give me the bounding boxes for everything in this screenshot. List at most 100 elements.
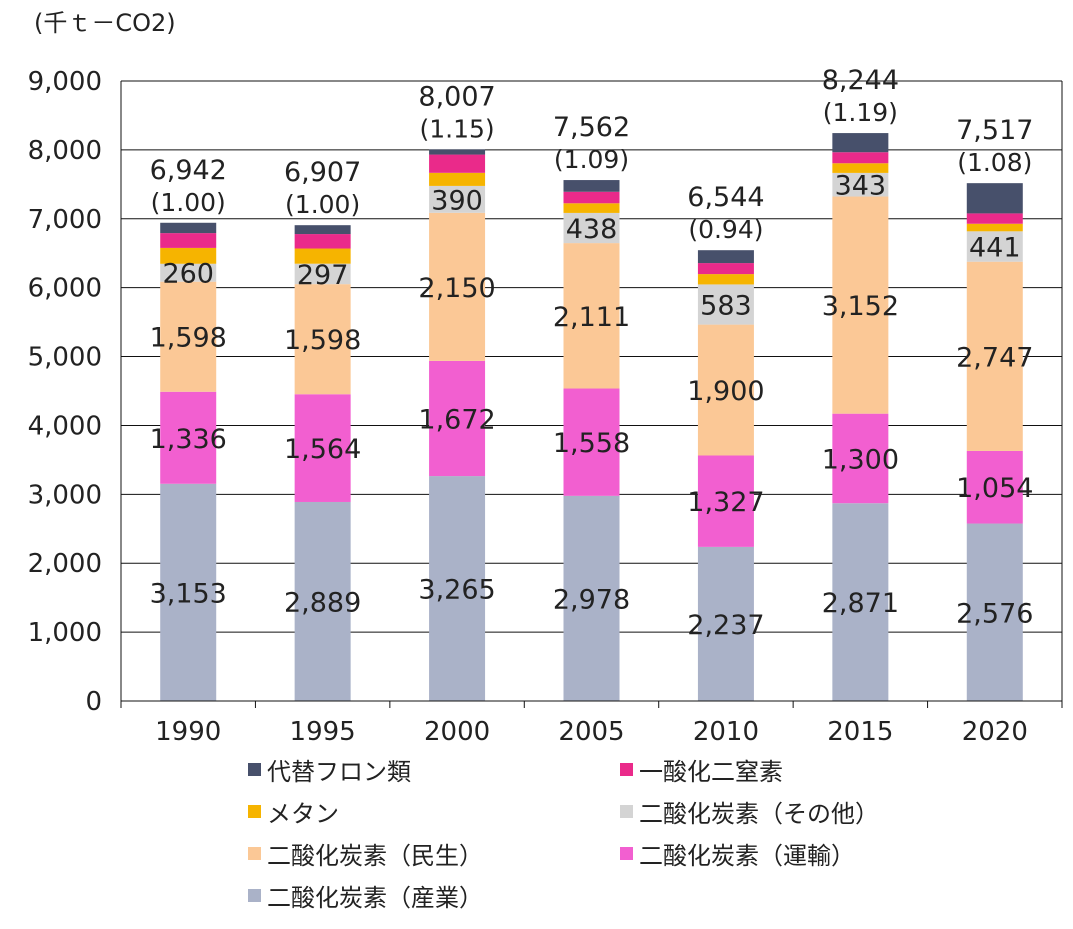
bar-segment [966, 183, 1023, 214]
legend-label: 一酸化二窒素 [639, 758, 783, 786]
y-tick-label: 7,000 [28, 205, 102, 235]
x-tick-label: 2005 [558, 717, 624, 747]
bar-segment [697, 263, 754, 275]
bar-segment [160, 233, 217, 248]
bar-segment [429, 476, 486, 701]
bar-segment [294, 234, 351, 249]
legend-swatch [620, 805, 633, 818]
bar-segment [832, 133, 889, 153]
bar-value-label: 2,576 [956, 598, 1033, 629]
legend-item: 代替フロン類 [248, 752, 411, 787]
bar-total-label: 7,517 [956, 115, 1033, 146]
bar-total-label: 6,942 [150, 155, 227, 186]
data-labels: 3,1531,3361,598260(1.00)6,9422,8891,5641… [150, 65, 1034, 641]
bars [160, 133, 1023, 701]
bar-value-label: 2,871 [822, 588, 899, 619]
legend-item: 一酸化二窒素 [620, 752, 783, 787]
bar-segment [832, 152, 889, 164]
bar-value-label: 1,327 [687, 487, 764, 518]
bar-value-label: 1,300 [822, 444, 899, 475]
bar-ratio-label: (1.19) [823, 98, 898, 127]
y-tick-label: 3,000 [28, 480, 102, 510]
bar-total-label: 7,562 [553, 112, 630, 143]
legend-swatch [248, 805, 261, 818]
legend-item: 二酸化炭素（民生） [248, 836, 483, 871]
bar-segment [294, 225, 351, 235]
bar-segment [429, 154, 486, 173]
bar-total-label: 6,544 [687, 182, 764, 213]
bar-value-label: 583 [700, 291, 752, 322]
bar-segment [697, 274, 754, 285]
bar-segment [966, 213, 1023, 224]
bar-segment [563, 180, 620, 192]
bar-value-label: 2,978 [553, 584, 630, 615]
bar-segment [429, 185, 486, 213]
x-tick-label: 2015 [827, 717, 893, 747]
bar-segment [160, 222, 217, 234]
bar-segment [697, 455, 754, 547]
bar-segment [832, 172, 889, 197]
legend-swatch [248, 763, 261, 776]
bar-value-label: 2,111 [553, 302, 630, 333]
bar-value-label: 1,672 [418, 404, 495, 435]
bar-value-label: 2,889 [284, 587, 361, 618]
bar-value-label: 3,153 [150, 578, 227, 609]
y-tick-label: 6,000 [28, 274, 102, 304]
x-tick-label: 2000 [424, 717, 490, 747]
y-tick-label: 1,000 [28, 618, 102, 648]
bar-segment [294, 394, 351, 502]
bar-value-label: 1,558 [553, 428, 630, 459]
y-tick-label: 8,000 [28, 136, 102, 166]
bar-segment [966, 450, 1023, 524]
legend-swatch [248, 889, 261, 902]
bar-value-label: 1,054 [956, 473, 1033, 504]
bar-value-label: 3,152 [822, 291, 899, 322]
legend-label: メタン [267, 800, 339, 828]
bar-value-label: 390 [431, 185, 483, 216]
bar-ratio-label: (1.00) [151, 188, 226, 217]
bar-segment [160, 247, 217, 264]
y-tick-label: 4,000 [28, 411, 102, 441]
y-tick-label: 0 [85, 687, 102, 717]
bar-segment [294, 263, 351, 285]
legend-swatch [620, 763, 633, 776]
bar-segment [563, 495, 620, 701]
bar-segment [563, 388, 620, 496]
legend-swatch [248, 847, 261, 860]
bar-value-label: 438 [566, 214, 618, 245]
bar-segment [966, 231, 1023, 262]
bar-value-label: 2,150 [418, 273, 495, 304]
bar-value-label: 1,598 [284, 325, 361, 356]
bar-segment [160, 263, 217, 282]
x-tick-label: 1990 [155, 717, 221, 747]
bar-ratio-label: (1.09) [554, 145, 629, 174]
bar-segment [160, 391, 217, 484]
bar-value-label: 1,336 [150, 424, 227, 455]
x-tick-label: 2020 [962, 717, 1028, 747]
bar-segment [563, 243, 620, 389]
bar-segment [697, 250, 754, 264]
bar-value-label: 1,598 [150, 323, 227, 354]
bar-segment [697, 284, 754, 325]
legend-item: 二酸化炭素（その他） [620, 794, 879, 829]
bar-segment [294, 284, 351, 395]
bar-ratio-label: (0.94) [688, 215, 763, 244]
bar-segment [563, 191, 620, 204]
bar-total-label: 6,907 [284, 157, 361, 188]
bar-segment [832, 503, 889, 701]
axes: 0 1,000 2,000 3,000 4,000 5,000 6,000 7,000 8,00… [28, 67, 1063, 747]
bar-segment [832, 163, 889, 173]
bar-segment [429, 149, 486, 155]
bar-segment [429, 172, 486, 186]
bar-ratio-label: (1.08) [957, 148, 1032, 177]
bar-segment [697, 546, 754, 701]
bar-segment [160, 483, 217, 701]
x-tick-label: 2010 [693, 717, 759, 747]
bar-total-label: 8,244 [822, 65, 899, 96]
legend-label: 代替フロン類 [267, 758, 411, 786]
bar-value-label: 1,564 [284, 434, 361, 465]
bar-segment [697, 324, 754, 456]
bar-total-label: 8,007 [418, 81, 495, 112]
x-tick-label: 1995 [290, 717, 356, 747]
